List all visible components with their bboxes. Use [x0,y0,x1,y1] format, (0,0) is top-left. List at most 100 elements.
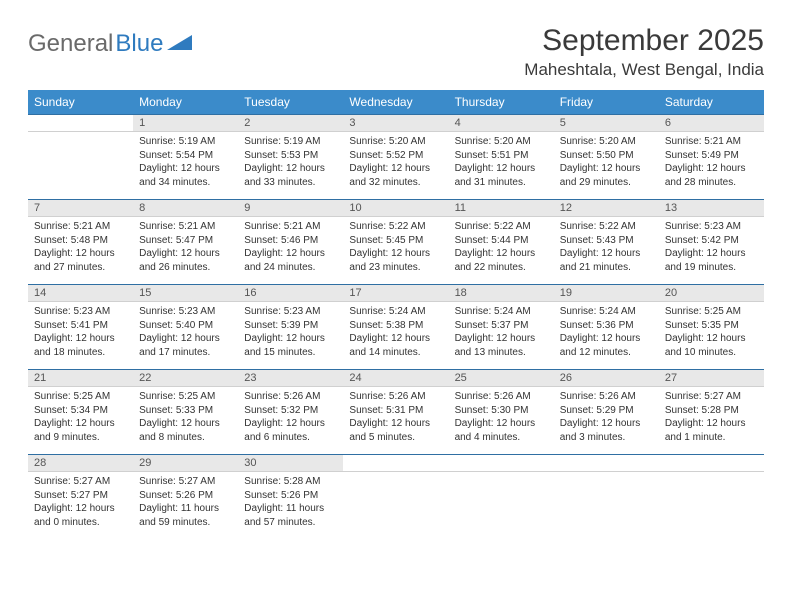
daylight-text-1: Daylight: 12 hours [665,162,758,176]
sunrise-text: Sunrise: 5:27 AM [34,475,127,489]
day-cell: Sunrise: 5:23 AMSunset: 5:40 PMDaylight:… [133,302,238,370]
sunset-text: Sunset: 5:26 PM [244,489,337,503]
daylight-text-1: Daylight: 12 hours [560,247,653,261]
daynum-row: 78910111213 [28,200,764,217]
sunrise-text: Sunrise: 5:21 AM [34,220,127,234]
daylight-text-2: and 1 minute. [665,431,758,445]
daylight-text-2: and 12 minutes. [560,346,653,360]
day-cell: Sunrise: 5:22 AMSunset: 5:44 PMDaylight:… [449,217,554,285]
sunrise-text: Sunrise: 5:22 AM [349,220,442,234]
daylight-text-2: and 3 minutes. [560,431,653,445]
dayhead-fri: Friday [554,90,659,115]
day-cell [554,472,659,540]
day-number: 13 [659,200,764,217]
day-cell: Sunrise: 5:26 AMSunset: 5:32 PMDaylight:… [238,387,343,455]
sunset-text: Sunset: 5:31 PM [349,404,442,418]
sunrise-text: Sunrise: 5:20 AM [560,135,653,149]
daylight-text-2: and 8 minutes. [139,431,232,445]
daynum-row: 123456 [28,115,764,132]
sunset-text: Sunset: 5:48 PM [34,234,127,248]
day-cell: Sunrise: 5:25 AMSunset: 5:33 PMDaylight:… [133,387,238,455]
sunset-text: Sunset: 5:53 PM [244,149,337,163]
daylight-text-1: Daylight: 12 hours [34,247,127,261]
daylight-text-2: and 19 minutes. [665,261,758,275]
day-cell [28,132,133,200]
sunrise-text: Sunrise: 5:21 AM [139,220,232,234]
sunrise-text: Sunrise: 5:24 AM [455,305,548,319]
daylight-text-2: and 33 minutes. [244,176,337,190]
sunrise-text: Sunrise: 5:20 AM [455,135,548,149]
sunrise-text: Sunrise: 5:28 AM [244,475,337,489]
daylight-text-2: and 34 minutes. [139,176,232,190]
day-cell: Sunrise: 5:22 AMSunset: 5:45 PMDaylight:… [343,217,448,285]
daylight-text-1: Daylight: 12 hours [244,332,337,346]
daylight-text-1: Daylight: 12 hours [244,247,337,261]
sunrise-text: Sunrise: 5:25 AM [665,305,758,319]
header: GeneralBlue September 2025 Maheshtala, W… [28,24,764,80]
day-cell: Sunrise: 5:21 AMSunset: 5:49 PMDaylight:… [659,132,764,200]
daylight-text-2: and 26 minutes. [139,261,232,275]
month-title: September 2025 [524,24,764,58]
day-number: 7 [28,200,133,217]
daynum-row: 21222324252627 [28,370,764,387]
day-cell: Sunrise: 5:25 AMSunset: 5:35 PMDaylight:… [659,302,764,370]
day-cell: Sunrise: 5:21 AMSunset: 5:48 PMDaylight:… [28,217,133,285]
daylight-text-1: Daylight: 12 hours [455,247,548,261]
day-cell [343,472,448,540]
sunset-text: Sunset: 5:50 PM [560,149,653,163]
day-cell: Sunrise: 5:22 AMSunset: 5:43 PMDaylight:… [554,217,659,285]
day-number: 3 [343,115,448,132]
day-cell: Sunrise: 5:26 AMSunset: 5:31 PMDaylight:… [343,387,448,455]
day-number: 14 [28,285,133,302]
sunrise-text: Sunrise: 5:26 AM [560,390,653,404]
sunset-text: Sunset: 5:35 PM [665,319,758,333]
day-number: 10 [343,200,448,217]
sunset-text: Sunset: 5:30 PM [455,404,548,418]
daylight-text-1: Daylight: 12 hours [455,417,548,431]
day-number [659,455,764,472]
day-number: 19 [554,285,659,302]
daylight-text-2: and 31 minutes. [455,176,548,190]
daylight-text-2: and 29 minutes. [560,176,653,190]
daylight-text-1: Daylight: 11 hours [244,502,337,516]
logo: GeneralBlue [28,30,193,58]
content-row: Sunrise: 5:19 AMSunset: 5:54 PMDaylight:… [28,132,764,200]
sunrise-text: Sunrise: 5:23 AM [665,220,758,234]
daylight-text-1: Daylight: 12 hours [560,332,653,346]
calendar-table: Sunday Monday Tuesday Wednesday Thursday… [28,90,764,540]
sunrise-text: Sunrise: 5:21 AM [665,135,758,149]
daylight-text-1: Daylight: 12 hours [349,332,442,346]
daynum-row: 14151617181920 [28,285,764,302]
sunrise-text: Sunrise: 5:25 AM [34,390,127,404]
day-number: 15 [133,285,238,302]
day-number: 5 [554,115,659,132]
sunset-text: Sunset: 5:42 PM [665,234,758,248]
daylight-text-1: Daylight: 12 hours [665,332,758,346]
daylight-text-1: Daylight: 12 hours [34,332,127,346]
daylight-text-2: and 27 minutes. [34,261,127,275]
daylight-text-2: and 21 minutes. [560,261,653,275]
sunrise-text: Sunrise: 5:26 AM [244,390,337,404]
daylight-text-2: and 4 minutes. [455,431,548,445]
day-cell: Sunrise: 5:21 AMSunset: 5:46 PMDaylight:… [238,217,343,285]
daynum-row: 282930 [28,455,764,472]
sunrise-text: Sunrise: 5:21 AM [244,220,337,234]
day-cell: Sunrise: 5:20 AMSunset: 5:51 PMDaylight:… [449,132,554,200]
sunrise-text: Sunrise: 5:27 AM [139,475,232,489]
day-cell: Sunrise: 5:23 AMSunset: 5:41 PMDaylight:… [28,302,133,370]
day-cell: Sunrise: 5:24 AMSunset: 5:37 PMDaylight:… [449,302,554,370]
sunrise-text: Sunrise: 5:22 AM [560,220,653,234]
day-number: 21 [28,370,133,387]
day-number: 30 [238,455,343,472]
dayhead-wed: Wednesday [343,90,448,115]
daylight-text-2: and 10 minutes. [665,346,758,360]
sunset-text: Sunset: 5:26 PM [139,489,232,503]
dayhead-tue: Tuesday [238,90,343,115]
day-number: 29 [133,455,238,472]
daylight-text-2: and 22 minutes. [455,261,548,275]
day-cell: Sunrise: 5:23 AMSunset: 5:42 PMDaylight:… [659,217,764,285]
day-number: 25 [449,370,554,387]
daylight-text-2: and 6 minutes. [244,431,337,445]
daylight-text-1: Daylight: 12 hours [455,162,548,176]
sunset-text: Sunset: 5:45 PM [349,234,442,248]
